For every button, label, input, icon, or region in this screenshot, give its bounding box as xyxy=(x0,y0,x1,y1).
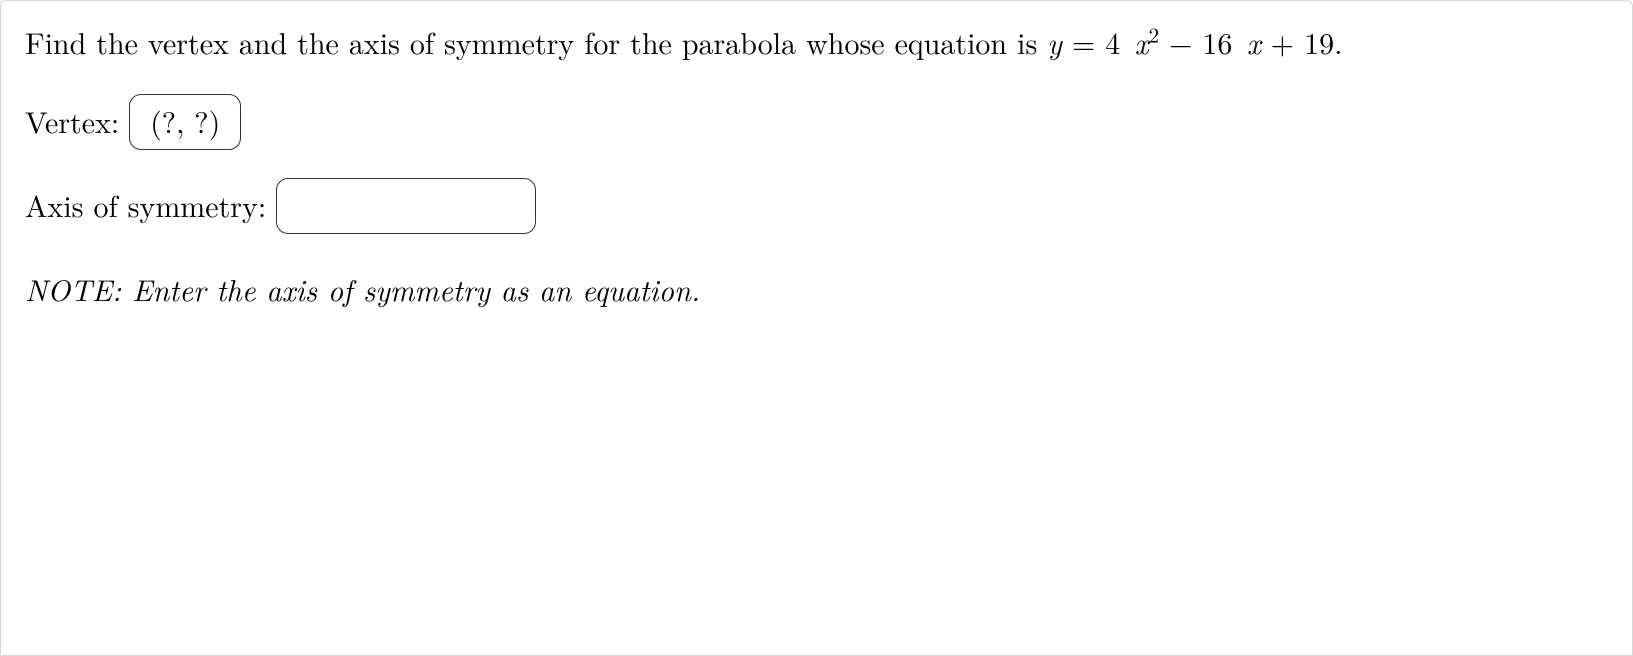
vertex-placeholder: (?, ?) xyxy=(150,98,220,145)
question-text: Find the vertex and the axis of symmetry… xyxy=(25,19,1608,66)
var-x-2: x xyxy=(1247,20,1261,63)
axis-row: Axis of symmetry: xyxy=(25,178,1608,234)
axis-label: Axis of symmetry: xyxy=(25,182,266,229)
var-x-1: x xyxy=(1135,20,1149,63)
eq-part: = 4 xyxy=(1062,20,1130,63)
var-y: y xyxy=(1047,20,1062,63)
axis-input[interactable] xyxy=(276,178,536,234)
exponent: 2 xyxy=(1149,19,1160,49)
vertex-row: Vertex: (?, ?) xyxy=(25,94,1608,150)
question-prefix: Find the vertex and the axis of symmetry… xyxy=(25,20,1047,63)
vertex-input[interactable]: (?, ?) xyxy=(129,94,241,150)
plus-part: + 19. xyxy=(1261,20,1343,63)
note-text: NOTE: Enter the axis of symmetry as an e… xyxy=(25,266,1608,313)
vertex-label: Vertex: xyxy=(25,98,119,145)
minus-part: − 16 xyxy=(1159,20,1242,63)
problem-container: Find the vertex and the axis of symmetry… xyxy=(0,0,1633,656)
